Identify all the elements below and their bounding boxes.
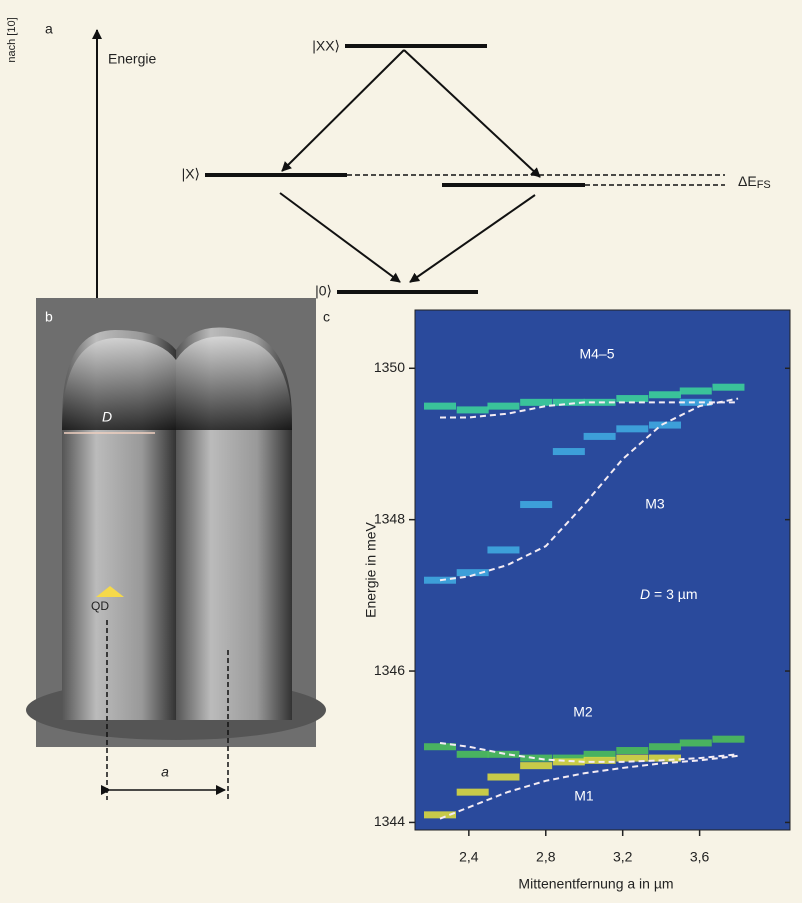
mode-cell: [424, 403, 456, 410]
state-label: |XX⟩: [312, 38, 340, 54]
mode-cell: [584, 751, 616, 758]
axis-label: Energie: [108, 51, 156, 67]
mode-cell: [487, 546, 519, 553]
mode-cell: [487, 774, 519, 781]
mode-cell: [680, 387, 712, 394]
mode-label: M1: [574, 788, 594, 804]
x-axis-label: Mittenentfernung a in µm: [518, 876, 673, 892]
mode-label: M2: [573, 704, 593, 720]
mode-cell: [520, 501, 552, 508]
annotation-symbol: D: [640, 586, 650, 602]
y-tick-label: 1348: [374, 510, 405, 526]
diameter-label: D: [102, 409, 112, 425]
mode-cell: [649, 743, 681, 750]
dot-label: QD: [91, 599, 109, 613]
panel-label: c: [323, 309, 330, 325]
annotation-text: = 3 µm: [650, 586, 697, 602]
x-tick-label: 2,4: [459, 849, 479, 865]
mode-cell: [649, 391, 681, 398]
state-label: |0⟩: [315, 283, 332, 299]
mode-cell: [457, 789, 489, 796]
mode-cell: [616, 395, 648, 402]
mode-cell: [584, 433, 616, 440]
mode-cell: [457, 406, 489, 413]
mode-cell: [520, 399, 552, 406]
y-axis-label: Energie in meV: [363, 521, 379, 617]
y-tick-label: 1344: [374, 813, 405, 829]
y-tick-label: 1346: [374, 662, 405, 678]
mode-cell: [616, 747, 648, 754]
y-tick-label: 1350: [374, 359, 405, 375]
splitting: ΔE: [738, 173, 757, 189]
mode-label: M3: [645, 496, 665, 512]
mode-cell: [680, 739, 712, 746]
mode-cell: [616, 425, 648, 432]
mode-cell: [553, 448, 585, 455]
mode-cell: [457, 751, 489, 758]
mode-label: M4–5: [579, 346, 614, 362]
mode-cell: [712, 384, 744, 391]
x-tick-label: 3,6: [690, 849, 710, 865]
mode-cell: [520, 762, 552, 769]
annotation: D = 3 µm: [640, 586, 697, 602]
x-tick-label: 2,8: [536, 849, 556, 865]
side-note: nach [10]: [6, 17, 18, 62]
mode-cell: [712, 736, 744, 743]
panel-b: D b QD a: [26, 298, 326, 800]
panel-label: b: [45, 309, 53, 325]
mode-cell: [520, 755, 552, 762]
x-tick-label: 3,2: [613, 849, 633, 865]
figure: nach [10] a Energie |XX⟩ |X⟩ ΔEFS |0⟩ D …: [0, 0, 802, 903]
state-label: |X⟩: [182, 166, 200, 182]
splitting-sub: FS: [757, 179, 771, 191]
panel-label: a: [45, 21, 53, 37]
mode-cell: [487, 403, 519, 410]
distance-label: a: [161, 764, 169, 780]
